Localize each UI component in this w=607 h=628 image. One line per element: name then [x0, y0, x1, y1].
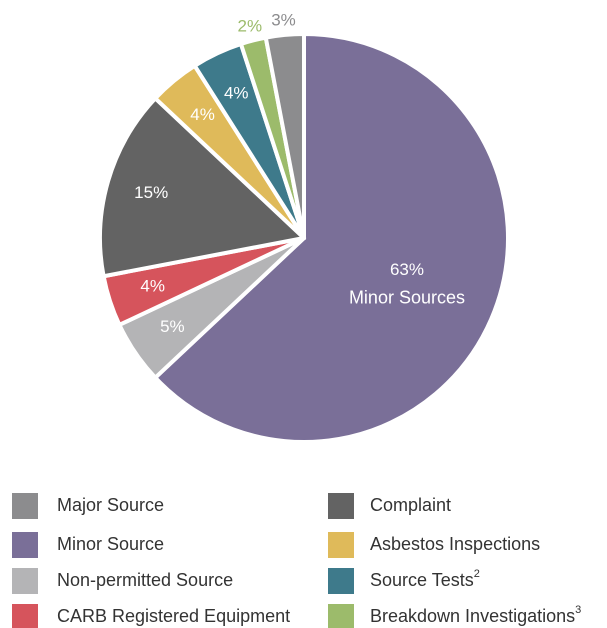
legend-swatch	[12, 493, 38, 519]
slice-label: 2%	[237, 16, 262, 35]
legend-label: Non-permitted Source	[57, 570, 233, 590]
legend-swatch	[328, 568, 354, 594]
legend-swatch	[328, 604, 354, 628]
slice-annotation: Minor Sources	[349, 287, 465, 307]
slice-label: 4%	[190, 105, 215, 124]
legend-note: 2	[474, 568, 480, 580]
legend-label: Complaint	[370, 495, 451, 515]
legend-text: Non-permitted Source	[57, 570, 233, 590]
legend-swatch	[328, 493, 354, 519]
slice-label: 4%	[224, 84, 249, 103]
legend-text: Major Source	[57, 495, 164, 515]
legend-label: Breakdown Investigations3	[370, 604, 581, 626]
pie-slice	[153, 32, 510, 444]
legend-swatch	[328, 532, 354, 558]
legend-text: Asbestos Inspections	[370, 534, 540, 554]
legend-label: Major Source	[57, 495, 164, 515]
legend-swatch	[12, 532, 38, 558]
legend-text: Minor Source	[57, 534, 164, 554]
slice-label: 63%	[390, 260, 424, 279]
legend-text: Source Tests	[370, 570, 474, 590]
legend-label: Source Tests2	[370, 568, 480, 590]
legend-text: Complaint	[370, 495, 451, 515]
slice-label: 3%	[271, 10, 296, 29]
legend-label: Minor Source	[57, 534, 164, 554]
legend-text: CARB Registered Equipment	[57, 606, 290, 626]
slice-label: 5%	[160, 317, 185, 336]
pie-slice	[98, 96, 306, 279]
legend-label: CARB Registered Equipment	[57, 606, 290, 626]
slice-label: 15%	[134, 183, 168, 202]
slice-label: 4%	[140, 277, 165, 296]
pie-slice	[263, 32, 306, 240]
legend-note: 3	[575, 604, 581, 616]
legend-swatch	[12, 604, 38, 628]
legend-text: Breakdown Investigations	[370, 606, 575, 626]
legend-label: Asbestos Inspections	[370, 534, 540, 554]
legend-swatch	[12, 568, 38, 594]
